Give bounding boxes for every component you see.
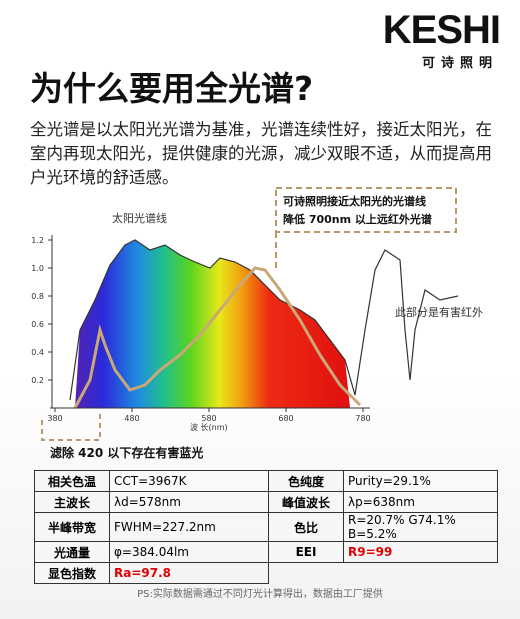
label-cell: EEI	[268, 541, 344, 563]
title: 为什么要用全光谱?	[30, 69, 314, 108]
blue-label: 滤除 420 以下存在有害蓝光	[50, 445, 203, 460]
label-cell: 光通量	[34, 541, 110, 563]
table-row: 半峰带宽 FWHM=227.2nm 色比 R=20.7% G74.1% B=5.2%	[34, 512, 498, 542]
value-cell: φ=384.04lm	[109, 541, 269, 563]
label-cell: 色比	[268, 512, 344, 542]
value-cell: R=20.7% G74.1% B=5.2%	[343, 512, 498, 542]
x-tick-label: 580	[201, 414, 216, 423]
x-tick-label: 680	[278, 414, 293, 423]
table-row: 相关色温 CCT=3967K 色纯度 Purity=29.1%	[34, 470, 498, 492]
table-row: 光通量 φ=384.04lm EEI R9=99	[34, 541, 498, 563]
y-tick-label: 1.0	[31, 264, 44, 273]
x-tick-label: 380	[47, 414, 62, 423]
brand: KESHI	[382, 8, 501, 52]
sun-label: 太阳光谱线	[112, 211, 167, 225]
spec-table: 相关色温 CCT=3967K 色纯度 Purity=29.1% 主波长 λd=578nm 峰…	[34, 470, 498, 584]
label-cell: 显色指数	[34, 562, 110, 584]
value-cell: Ra=97.8	[109, 562, 269, 584]
y-tick-label: 0.2	[31, 376, 44, 385]
label-cell: 主波长	[34, 491, 110, 513]
infrared-label: 此部分是有害红外	[395, 305, 483, 319]
blue-bracket	[41, 410, 101, 441]
label-cell: 半峰带宽	[34, 512, 110, 542]
x-tick-label: 780	[355, 414, 370, 423]
value-cell: Purity=29.1%	[343, 470, 498, 492]
y-tick-label: 0.8	[31, 292, 44, 301]
callout-line: 降低 700nm 以上远红外光谱	[283, 212, 432, 226]
y-tick-label: 0.6	[31, 320, 44, 329]
label-cell: 相关色温	[34, 470, 110, 492]
x-tick-label: 480	[124, 414, 139, 423]
table-row: 显色指数 Ra=97.8	[34, 562, 498, 584]
value-cell: λp=638nm	[343, 491, 498, 513]
brand-sub: 可诗照明	[421, 56, 498, 71]
callout-line: 可诗照明接近太阳光的光谱线	[283, 194, 426, 208]
footnote: PS:实际数据需通过不同灯光计算得出，数据由工厂提供	[137, 589, 383, 600]
value-cell: R9=99	[343, 541, 498, 563]
intro: 全光谱是以太阳光光谱为基准，光谱连续性好，接近太阳光，在室内再现太阳光，提供健康…	[30, 120, 492, 187]
callout-box	[275, 187, 457, 233]
spectrum-fill	[75, 240, 350, 408]
y-tick-label: 1.2	[31, 236, 44, 245]
lamp-curve	[73, 266, 362, 409]
table-row: 主波长 λd=578nm 峰值波长 λp=638nm	[34, 491, 498, 513]
x-axis-label: 波 长(nm)	[190, 422, 228, 432]
value-cell: CCT=3967K	[109, 470, 269, 492]
value-cell: FWHM=227.2nm	[109, 512, 269, 542]
label-cell: 色纯度	[268, 470, 344, 492]
label-cell: 峰值波长	[268, 491, 344, 513]
y-tick-label: 0.4	[31, 348, 44, 357]
value-cell: λd=578nm	[109, 491, 269, 513]
sun-curve	[69, 239, 459, 401]
spectrum-chart: 太阳光谱线 可诗照明接近太阳光的光谱线 降低 700nm 以上远红外光谱 此部分…	[31, 187, 483, 460]
